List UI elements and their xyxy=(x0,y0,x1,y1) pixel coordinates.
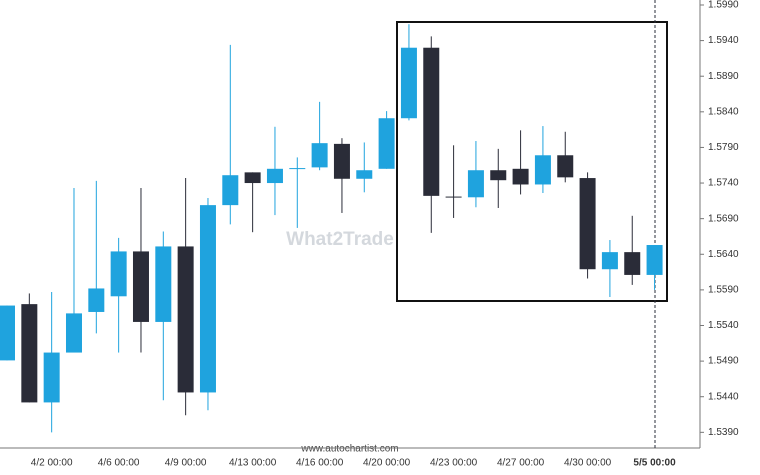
candle-body xyxy=(378,118,395,169)
x-tick-label: 4/6 00:00 xyxy=(98,458,140,469)
candle-body xyxy=(199,205,216,393)
y-tick-label: 1.5440 xyxy=(708,391,739,402)
y-tick-label: 1.5640 xyxy=(708,249,739,260)
watermark: What2Trade xyxy=(286,229,394,250)
candle-body xyxy=(65,313,82,353)
x-tick-label: 5/5 00:00 xyxy=(633,458,676,469)
candle-body xyxy=(333,143,350,179)
candle-body xyxy=(21,304,38,403)
y-tick-label: 1.5840 xyxy=(708,106,739,117)
candle-body xyxy=(557,155,574,178)
y-tick-label: 1.5540 xyxy=(708,320,739,331)
x-tick-label: 4/16 00:00 xyxy=(296,458,344,469)
candle-body xyxy=(43,352,60,403)
candle-body xyxy=(0,305,15,361)
candle-body xyxy=(311,143,328,168)
candle-body xyxy=(512,168,529,185)
candle-body xyxy=(110,251,127,297)
candle-body xyxy=(423,47,440,196)
candle-body xyxy=(646,245,663,275)
x-tick-label: 4/23 00:00 xyxy=(430,458,478,469)
candle-body xyxy=(289,168,306,170)
candle-body xyxy=(132,251,149,322)
candle-body xyxy=(601,252,618,270)
pattern-box xyxy=(396,21,668,302)
x-tick-label: 4/30 00:00 xyxy=(564,458,612,469)
y-tick-label: 1.5790 xyxy=(708,142,739,153)
y-tick-label: 1.5940 xyxy=(708,35,739,46)
candle-body xyxy=(579,178,596,270)
x-tick-label: 4/13 00:00 xyxy=(229,458,277,469)
candle-body xyxy=(222,175,239,206)
candle-body xyxy=(467,170,484,198)
candle-body xyxy=(624,252,641,275)
y-tick-label: 1.5590 xyxy=(708,285,739,296)
y-tick-label: 1.5690 xyxy=(708,213,739,224)
x-tick-label: 4/9 00:00 xyxy=(165,458,207,469)
x-tick-label: 4/27 00:00 xyxy=(497,458,545,469)
candle-body xyxy=(88,288,105,312)
y-tick-label: 1.5990 xyxy=(708,0,739,11)
candle-body xyxy=(244,172,261,184)
candle-body xyxy=(356,170,373,179)
y-tick-label: 1.5490 xyxy=(708,356,739,367)
candle-body xyxy=(266,168,283,184)
candle-body xyxy=(177,246,194,393)
candle-body xyxy=(490,170,507,181)
candle-body xyxy=(400,47,417,119)
source-credit: www.autochartist.com xyxy=(300,444,398,455)
x-tick-label: 4/20 00:00 xyxy=(363,458,411,469)
candle-body xyxy=(534,155,551,185)
y-tick-label: 1.5890 xyxy=(708,71,739,82)
candle-body xyxy=(445,196,462,198)
y-tick-label: 1.5390 xyxy=(708,427,739,438)
x-tick-label: 4/2 00:00 xyxy=(31,458,73,469)
y-tick-label: 1.5740 xyxy=(708,178,739,189)
candle-body xyxy=(155,246,172,322)
